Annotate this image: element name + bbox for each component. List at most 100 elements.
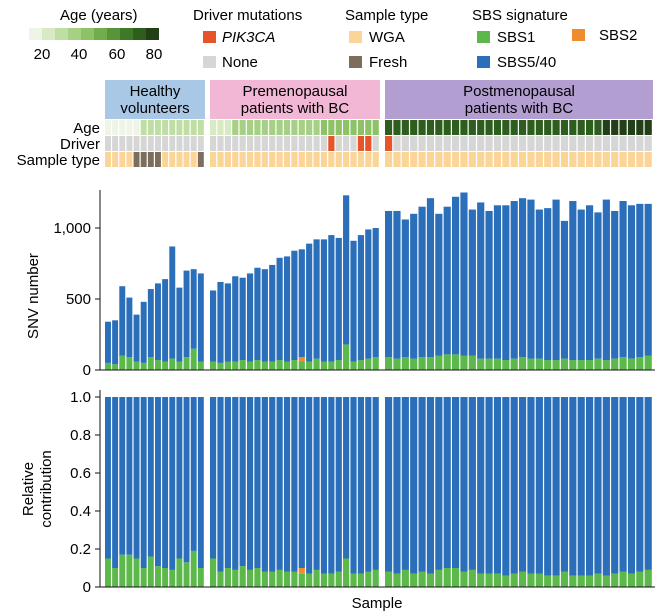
age-cell [418,120,426,135]
bar-sbs1 [283,571,291,587]
bar-sbs5-40 [636,397,644,572]
bar-sbs5-40 [452,196,460,355]
relative-y-label-line1: Relative [20,462,37,516]
driver-cell [183,136,190,151]
driver-cell [502,136,510,151]
bar-sbs1 [217,362,224,370]
sample-type-cell [126,152,133,167]
bar-sbs1 [393,358,401,370]
bar-sbs1 [519,571,527,587]
age-cell [544,120,552,135]
bar-sbs1 [210,558,217,587]
bar-sbs5-40 [627,205,636,359]
bar-sbs5-40 [183,397,190,563]
driver-cell [569,136,577,151]
age-cell [393,120,401,135]
sample-type-cell [372,152,379,167]
bar-sbs1 [569,575,577,587]
bar-sbs5-40 [477,397,485,574]
age-swatch [133,28,146,40]
bar-sbs5-40 [155,397,161,567]
sample-type-cell [335,152,342,167]
sample-type-cell [552,152,560,167]
bar-sbs5-40 [586,205,594,361]
bar-sbs5-40 [176,397,183,559]
driver-cell [619,136,627,151]
bar-sbs1 [190,550,197,587]
bar-sbs1 [126,554,133,587]
age-cell [197,120,204,135]
sample-type-cell [112,152,119,167]
sample-type-cell [510,152,518,167]
group-box-postmenopausal [385,80,653,119]
driver-cell [261,136,268,151]
bar-sbs1 [197,361,204,370]
driver-cell [162,136,169,151]
bar-sbs1 [313,569,320,587]
age-tick-80: 80 [146,46,163,63]
age-cell [560,120,569,135]
sbs540-label: SBS5/40 [497,54,556,71]
bar-sbs1 [343,344,350,370]
sample-type-cell [602,152,610,167]
sample-type-legend: Sample type WGA Fresh [345,7,428,71]
age-cell [460,120,468,135]
relative-panel: 0 0.2 0.4 0.6 0.8 1.0 Relative contribution S… [20,389,655,612]
bar-sbs1 [619,571,627,587]
bar-sbs1 [239,566,246,587]
age-cell [147,120,154,135]
driver-cell [276,136,283,151]
driver-cell [627,136,636,151]
sample-type-cell [176,152,183,167]
bar-sbs5-40 [468,209,476,356]
bar-sbs5-40 [586,397,594,576]
bar-sbs1 [112,568,119,587]
bar-sbs1 [636,571,644,587]
none-label: None [222,54,258,71]
sample-type-cell [119,152,126,167]
bar-sbs5-40 [365,397,372,572]
sample-type-cell [147,152,154,167]
age-cell [385,120,393,135]
bar-sbs5-40 [246,273,254,362]
snv-y-label: SNV number [25,253,42,339]
bar-sbs1 [502,360,510,370]
y-tick-label: 500 [66,291,91,308]
bar-sbs2 [298,357,305,362]
age-cell [291,120,298,135]
sample-type-cell [611,152,619,167]
bar-sbs5-40 [401,219,409,358]
bar-sbs5-40 [385,397,393,572]
bar-sbs1 [401,569,409,587]
driver-cell [306,136,313,151]
bar-sbs1 [627,573,636,587]
bar-sbs5-40 [477,202,485,359]
bar-sbs5-40 [552,199,560,361]
y-tick-label: 0.2 [70,541,91,558]
bar-sbs1 [418,357,426,370]
bar-sbs5-40 [254,267,261,361]
bar-sbs5-40 [357,235,365,361]
bar-sbs1 [510,358,518,370]
driver-cell [493,136,502,151]
bar-sbs1 [328,361,335,370]
driver-cell [410,136,418,151]
bar-sbs5-40 [527,397,535,574]
age-cell [335,120,342,135]
age-cell [401,120,409,135]
bar-sbs5-40 [291,397,298,572]
sample-type-cell [261,152,268,167]
driver-cell [169,136,176,151]
age-cell [372,120,379,135]
age-cell [261,120,268,135]
sample-type-cell [298,152,305,167]
age-cell [586,120,594,135]
driver-cell [335,136,342,151]
bar-sbs1 [246,569,254,587]
bar-sbs5-40 [493,205,502,359]
sample-type-cell [313,152,320,167]
age-swatch [68,28,81,40]
group-headers: Healthy volunteers Premenopausal patient… [105,80,653,119]
relative-y-ticks: 0 0.2 0.4 0.6 0.8 1.0 [70,389,100,596]
bar-sbs1 [594,573,602,587]
